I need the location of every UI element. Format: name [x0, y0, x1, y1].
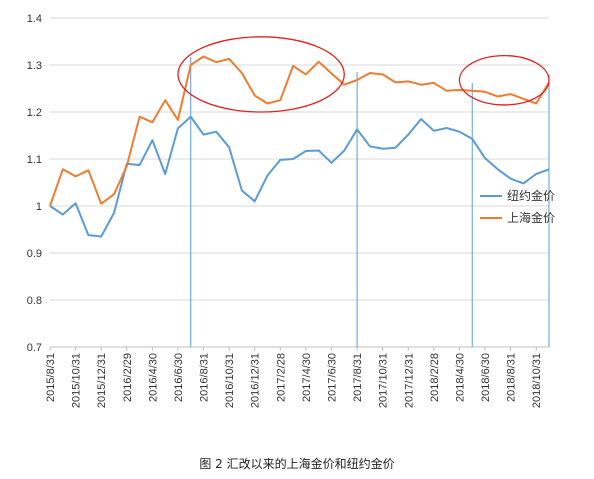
- y-tick-label: 1.4: [27, 13, 42, 25]
- legend-label: 纽约金价: [507, 188, 555, 203]
- x-tick-label: 2016/2/29: [122, 353, 134, 402]
- grid-lines: [50, 17, 549, 348]
- x-tick-label: 2017/4/30: [301, 353, 313, 402]
- x-tick-label: 2016/12/31: [250, 353, 262, 408]
- x-tick-label: 2018/10/31: [531, 353, 543, 408]
- x-tick-label: 2018/8/31: [506, 353, 518, 402]
- x-tick-label: 2017/12/31: [403, 353, 415, 408]
- y-tick-label: 1.3: [27, 60, 42, 72]
- y-tick-label: 1.2: [27, 107, 42, 119]
- x-tick-label: 2015/12/31: [96, 353, 108, 408]
- x-tick-label: 2017/8/31: [352, 353, 364, 402]
- x-tick-label: 2016/4/30: [147, 353, 159, 402]
- x-tick-label: 2016/8/31: [199, 353, 211, 402]
- y-axis: 0.7 0.8 0.9 1 1.1 1.2 1.3 1.4: [27, 13, 42, 354]
- x-tick-label: 2015/8/31: [45, 353, 57, 402]
- series-line: [49, 115, 550, 238]
- y-tick-label: 0.8: [27, 295, 42, 307]
- y-tick-label: 1.1: [27, 154, 42, 166]
- x-tick-label: 2017/6/30: [326, 353, 338, 402]
- highlight-ellipse: [177, 36, 345, 113]
- marker-lines: [190, 57, 550, 347]
- x-tick-label: 2017/10/31: [378, 353, 390, 408]
- x-tick-label: 2017/2/28: [275, 353, 287, 402]
- y-tick-label: 0.7: [27, 342, 42, 354]
- x-axis: 2015/8/31 2015/10/31 2015/12/31 2016/2/29 20…: [45, 346, 549, 408]
- x-tick-label: 2018/4/30: [454, 353, 466, 402]
- x-tick-label: 2018/2/28: [429, 353, 441, 402]
- x-tick-label: 2016/6/30: [173, 353, 185, 402]
- x-tick-label: 2015/10/31: [71, 353, 83, 408]
- series-line: [49, 55, 550, 207]
- highlight-ellipse: [458, 54, 550, 106]
- series-group: [49, 55, 550, 238]
- x-tick-label: 2018/6/30: [480, 353, 492, 402]
- y-tick-label: 0.9: [27, 248, 42, 260]
- highlight-ellipses: [177, 36, 550, 113]
- y-tick-label: 1: [36, 201, 42, 213]
- figure-caption: 图 2 汇改以来的上海金价和纽约金价: [199, 457, 395, 471]
- x-tick-label: 2016/10/31: [224, 353, 236, 408]
- legend-label: 上海金价: [507, 210, 555, 225]
